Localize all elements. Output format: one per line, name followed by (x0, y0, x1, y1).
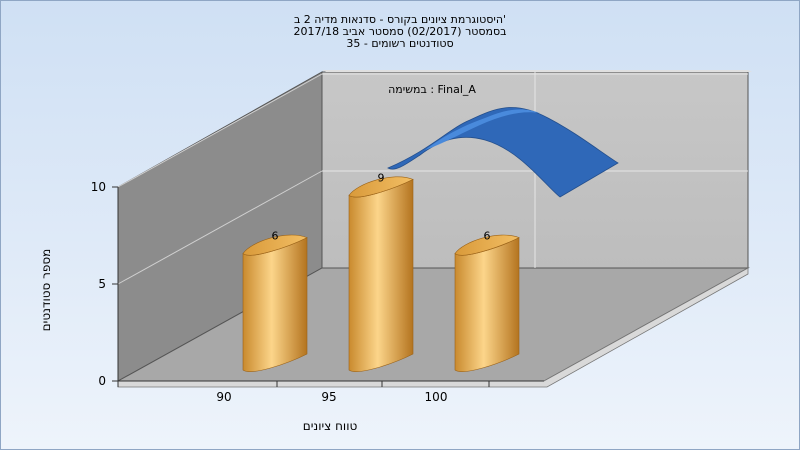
bar-top (454, 234, 520, 256)
gridline-left (117, 73, 323, 188)
bar (348, 176, 414, 372)
gridline-left (117, 170, 323, 285)
y-axis-title: מספר סטודנטים (39, 249, 53, 332)
gridlines (117, 72, 748, 285)
title-line-3: סטודנטים רשומים - 35 (346, 37, 453, 50)
bar-top (348, 176, 414, 198)
y-tick-label: 10 (91, 180, 106, 194)
back-wall-top-edge (322, 70, 752, 72)
bar-body (242, 237, 308, 372)
bar-top (242, 234, 308, 256)
x-tick-label: 100 (425, 390, 448, 404)
x-tick-label: 95 (321, 390, 336, 404)
bar (242, 234, 308, 372)
x-axis-title: טווח ציונים (303, 419, 358, 433)
tick-labels: 0 5 10 90 95 100 6 9 6 (91, 171, 491, 404)
y-tick-label: 0 (98, 374, 106, 388)
bar-data-label: 9 (378, 171, 385, 184)
curve-ribbon (387, 107, 619, 198)
x-tick-label: 90 (216, 390, 231, 404)
title-line-1: היסטוגרמת ציונים בקורס - סדנאות מדיה 2 ב… (294, 13, 506, 26)
bars (242, 176, 520, 372)
bar-data-label: 6 (272, 230, 279, 243)
title-line-2: בסמסטר (02/2017) סמסטר אביב 2017/18 (293, 25, 506, 38)
bar-body (348, 178, 414, 372)
chart-title: היסטוגרמת ציונים בקורס - סדנאות מדיה 2 ב… (293, 13, 506, 50)
y-tick-label: 5 (98, 277, 106, 291)
bar-data-label: 6 (484, 230, 491, 243)
series-legend: במשימה : Final_A (388, 83, 476, 96)
bar-body (454, 237, 520, 372)
bar (454, 234, 520, 372)
distribution-curve (387, 107, 619, 198)
axes (112, 186, 544, 387)
